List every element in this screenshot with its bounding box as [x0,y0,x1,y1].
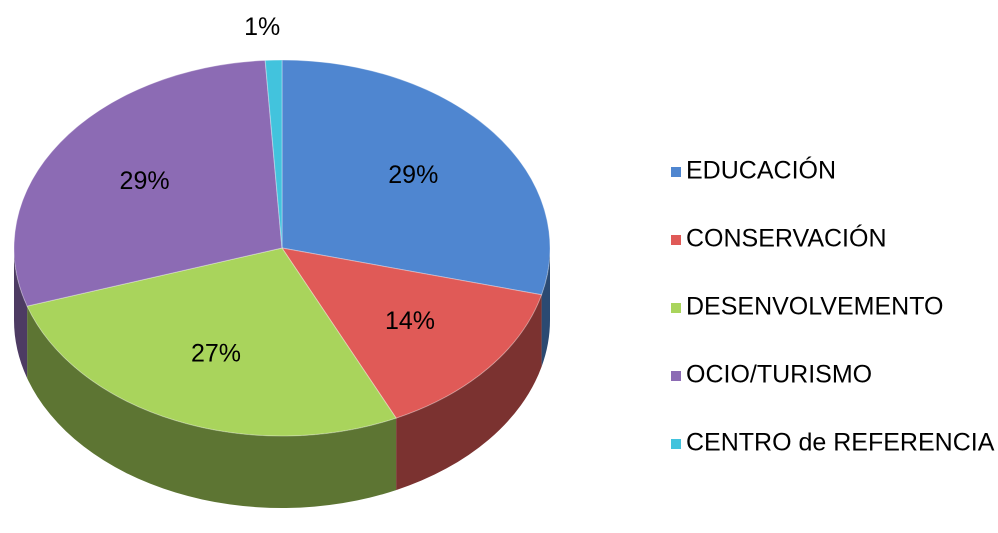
data-label: 14% [385,307,435,335]
data-label: 29% [120,167,170,195]
legend-swatch [671,167,681,177]
slice-side [14,248,28,379]
data-label: 27% [191,340,241,368]
slice [281,59,551,296]
legend-swatch [671,371,681,381]
legend-label: CONSERVACIÓN [686,224,887,253]
slice [13,59,283,307]
legend-label: DESENVOLVEMENTO [686,293,943,321]
legend-label: OCIO/TURISMO [686,361,872,389]
data-label: 1% [244,13,280,41]
slice-side [396,294,542,491]
slice [280,247,543,419]
data-label: 29% [388,161,438,189]
slice [26,247,397,437]
legend-swatch [671,439,681,449]
slice [264,59,283,249]
legend-label: CENTRO de REFERENCIA [686,429,995,457]
slice-side [27,306,397,508]
legend-swatch [671,235,681,245]
legend-swatch [671,303,681,313]
legend-label: EDUCACIÓN [686,156,836,185]
slice-side [541,248,550,367]
